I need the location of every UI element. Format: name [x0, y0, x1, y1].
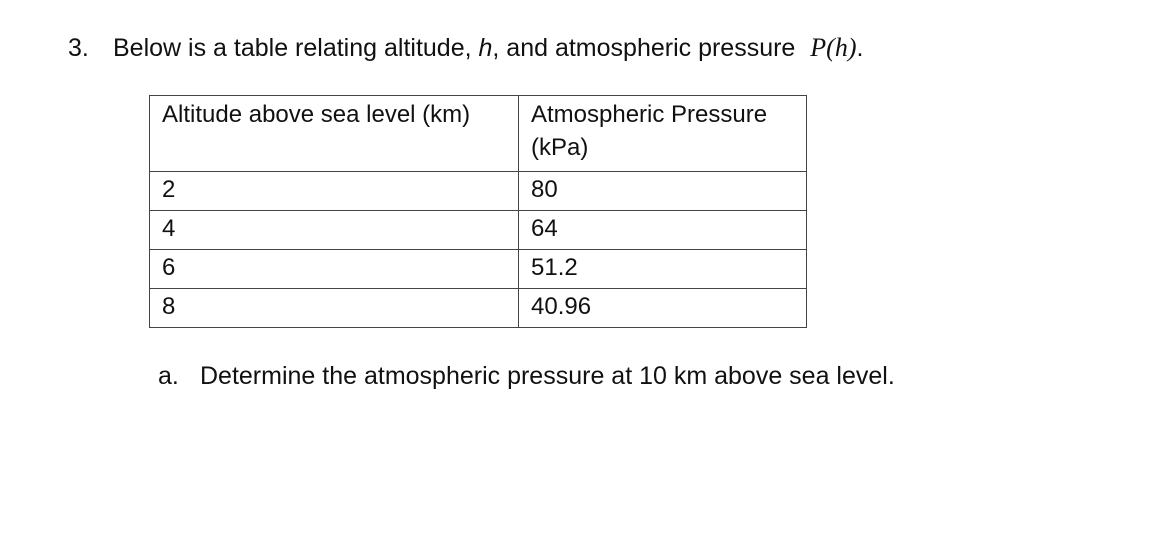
cell-pressure: 80: [518, 171, 807, 211]
cell-pressure: 40.96: [518, 288, 807, 328]
part-a-text: Determine the atmospheric pressure at 10…: [200, 362, 895, 390]
cell-pressure: 64: [518, 210, 807, 250]
question-prompt: 3. Below is a table relating altitude, h,…: [68, 33, 863, 63]
header-pressure: Atmospheric Pressure (kPa): [518, 95, 807, 172]
table-header-row: Altitude above sea level (km) Atmospheri…: [149, 95, 807, 172]
question-text: Below is a table relating altitude,: [113, 34, 479, 62]
function-notation: P(h): [810, 33, 857, 62]
variable-h: h: [478, 34, 493, 62]
data-table: Altitude above sea level (km) Atmospheri…: [149, 95, 807, 328]
table-row: 4 64: [149, 210, 807, 250]
part-a: a. Determine the atmospheric pressure at …: [158, 362, 895, 391]
question-text-middle: , and atmospheric pressure: [492, 34, 803, 62]
table-row: 8 40.96: [149, 288, 807, 328]
table-row: 2 80: [149, 171, 807, 211]
header-altitude: Altitude above sea level (km): [149, 95, 519, 172]
question-number: 3.: [68, 34, 89, 62]
cell-altitude: 2: [149, 171, 519, 211]
cell-pressure: 51.2: [518, 249, 807, 289]
cell-altitude: 6: [149, 249, 519, 289]
cell-altitude: 4: [149, 210, 519, 250]
period: .: [856, 34, 864, 62]
table-row: 6 51.2: [149, 249, 807, 289]
part-a-label: a.: [158, 362, 179, 390]
cell-altitude: 8: [149, 288, 519, 328]
